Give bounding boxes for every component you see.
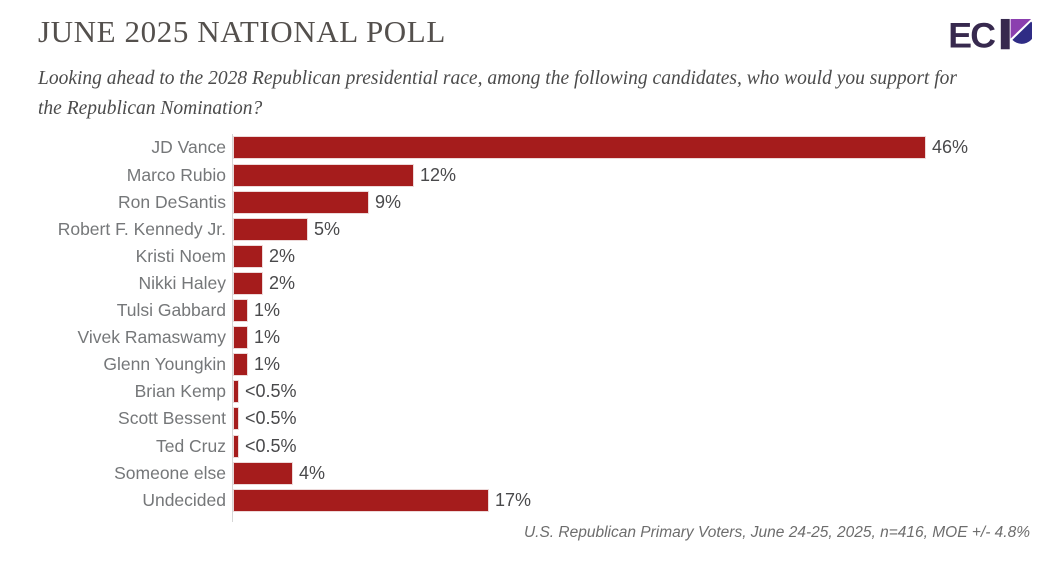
bar-chart-rows: JD Vance 46% Marco Rubio 12% Ron DeSantis 9% R… [0, 134, 1056, 513]
bar [233, 461, 293, 485]
value-label: <0.5% [245, 381, 297, 402]
chart-row: Nikki Haley 2% [0, 270, 1056, 297]
logo-p-stem [1000, 18, 1010, 50]
category-label: Undecided [142, 489, 226, 510]
poll-question: Looking ahead to the 2028 Republican pre… [38, 68, 957, 120]
source-note: U.S. Republican Primary Voters, June 24-… [523, 523, 1030, 541]
ecp-logo-text: EC [950, 15, 995, 55]
value-label: 46% [932, 137, 969, 158]
bar-chart: JD Vance 46% Marco Rubio 12% Ron DeSantis 9% R… [0, 134, 1056, 523]
bar [233, 136, 926, 160]
chart-row: Ted Cruz <0.5% [0, 432, 1056, 459]
bar [233, 326, 248, 350]
category-label: Kristi Noem [135, 245, 226, 266]
chart-row: Robert F. Kennedy Jr. 5% [0, 216, 1056, 243]
category-label: Vivek Ramaswamy [77, 327, 226, 348]
bar [233, 244, 263, 268]
category-label: Someone else [114, 462, 226, 483]
bar [233, 434, 239, 458]
chart-row: Undecided 17% [0, 487, 1056, 514]
value-label: 2% [269, 272, 296, 293]
category-label: Tulsi Gabbard [116, 300, 226, 321]
ecp-logo-icon: EC [950, 15, 1032, 55]
value-label: 2% [269, 245, 296, 266]
bar [233, 217, 308, 241]
category-label: Scott Bessent [118, 408, 226, 429]
chart-row: Scott Bessent <0.5% [0, 405, 1056, 432]
bar [233, 299, 248, 323]
value-label: 1% [254, 300, 281, 321]
category-label: Glenn Youngkin [103, 354, 226, 375]
logo-p-blue-segment [1012, 21, 1032, 44]
value-label: <0.5% [245, 435, 297, 456]
bar [233, 353, 248, 377]
axis-line [232, 134, 233, 523]
value-label: 5% [314, 218, 341, 239]
category-label: Ron DeSantis [118, 191, 226, 212]
value-label: 1% [254, 354, 281, 375]
value-label: 4% [299, 462, 326, 483]
bar [233, 407, 239, 431]
value-label: 1% [254, 327, 281, 348]
category-label: Brian Kemp [134, 381, 226, 402]
chart-row: Marco Rubio 12% [0, 162, 1056, 189]
value-label: 9% [375, 191, 402, 212]
category-label: JD Vance [151, 137, 226, 158]
chart-row: Tulsi Gabbard 1% [0, 297, 1056, 324]
bar [233, 190, 369, 214]
bar [233, 163, 414, 187]
chart-row: Kristi Noem 2% [0, 243, 1056, 270]
chart-row: Brian Kemp <0.5% [0, 378, 1056, 405]
bar [233, 271, 263, 295]
chart-row: Ron DeSantis 9% [0, 189, 1056, 216]
value-label: 17% [495, 489, 532, 510]
chart-row: JD Vance 46% [0, 134, 1056, 161]
value-label: 12% [420, 164, 457, 185]
category-label: Marco Rubio [126, 164, 226, 185]
page-title: JUNE 2025 NATIONAL POLL [38, 14, 446, 49]
bar [233, 488, 489, 512]
chart-row: Someone else 4% [0, 460, 1056, 487]
category-label: Ted Cruz [155, 435, 226, 456]
chart-row: Vivek Ramaswamy 1% [0, 324, 1056, 351]
value-label: <0.5% [245, 408, 297, 429]
category-label: Robert F. Kennedy Jr. [57, 218, 226, 239]
bar [233, 380, 239, 404]
header: JUNE 2025 NATIONAL POLL EC [0, 0, 1056, 56]
category-label: Nikki Haley [138, 272, 226, 293]
chart-row: Glenn Youngkin 1% [0, 351, 1056, 378]
